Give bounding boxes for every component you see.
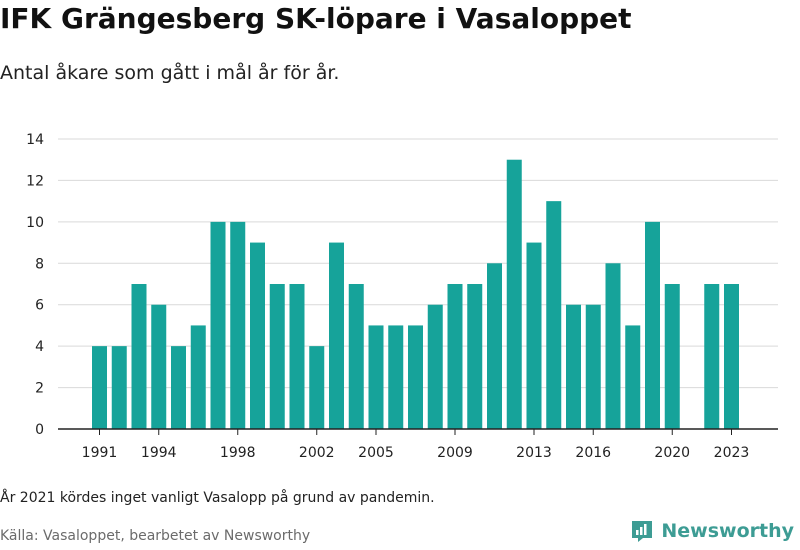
bar-2023 — [724, 284, 739, 429]
newsworthy-logo[interactable]: Newsworthy — [629, 518, 794, 544]
bar-2008 — [427, 304, 443, 429]
y-tick-label: 2 — [35, 381, 44, 397]
bar-1997 — [210, 221, 226, 429]
chart-subtitle: Antal åkare som gått i mål år för år. — [0, 62, 340, 84]
bar-2020 — [664, 284, 680, 429]
y-tick-label: 6 — [35, 298, 44, 314]
y-axis-ticks: 0 2 4 6 8 10 12 14 — [26, 132, 44, 438]
bar-2016 — [585, 304, 601, 429]
bar-1992 — [111, 346, 127, 429]
bar-chart: 0 2 4 6 8 10 12 14 1991 1994 1998 2002 2005 2009 2013… — [26, 132, 778, 461]
x-tick-label: 1994 — [141, 445, 177, 461]
bar-2022 — [704, 284, 720, 429]
y-tick-label: 14 — [26, 132, 44, 148]
footnote: År 2021 kördes inget vanligt Vasalopp på… — [0, 490, 435, 506]
newsworthy-logo-icon — [632, 521, 653, 542]
bar-2006 — [388, 325, 404, 429]
bar-2002 — [309, 346, 325, 429]
x-tick-label: 2020 — [654, 445, 690, 461]
y-tick-label: 10 — [26, 215, 44, 231]
bar-1999 — [250, 242, 265, 429]
y-tick-label: 12 — [26, 173, 44, 189]
x-tick-label: 2005 — [358, 445, 394, 461]
x-axis-ticks: 1991 1994 1998 2002 2005 2009 2013 2016 2020 2023 — [82, 429, 750, 461]
bar-1993 — [131, 284, 147, 429]
x-tick-label: 2023 — [714, 445, 750, 461]
chart-title: IFK Grängesberg SK-löpare i Vasaloppet — [0, 2, 632, 35]
bar-2017 — [605, 263, 621, 429]
x-tick-label: 2002 — [299, 445, 335, 461]
bar-2010 — [467, 284, 483, 429]
bar-2012 — [506, 159, 522, 429]
bar-2005 — [368, 325, 384, 429]
bar-2003 — [329, 242, 344, 429]
bar-2018 — [625, 325, 641, 429]
bar-2015 — [566, 304, 581, 429]
x-tick-label: 1991 — [82, 445, 118, 461]
bar-1994 — [151, 304, 167, 429]
bar-1998 — [230, 221, 246, 429]
bar-2000 — [269, 284, 285, 429]
source-credit: Källa: Vasaloppet, bearbetet av Newswort… — [0, 528, 311, 544]
x-tick-label: 2009 — [437, 445, 473, 461]
bar-2013 — [526, 242, 542, 429]
bar-2019 — [645, 221, 660, 429]
bar-2014 — [546, 201, 562, 429]
bar-2011 — [487, 263, 502, 429]
bar-2004 — [348, 284, 364, 429]
bar-1996 — [190, 325, 206, 429]
bar-2009 — [447, 284, 463, 429]
bar-2001 — [289, 284, 305, 429]
bar-2007 — [408, 325, 423, 429]
x-tick-label: 1998 — [220, 445, 256, 461]
y-tick-label: 8 — [35, 256, 44, 272]
bar-1995 — [171, 346, 186, 429]
x-tick-label: 2013 — [516, 445, 552, 461]
y-tick-label: 4 — [35, 339, 44, 355]
bar-1991 — [92, 346, 107, 429]
newsworthy-logo-text: Newsworthy — [661, 520, 794, 542]
bars — [92, 159, 739, 429]
x-tick-label: 2016 — [575, 445, 611, 461]
y-tick-label: 0 — [35, 422, 44, 438]
